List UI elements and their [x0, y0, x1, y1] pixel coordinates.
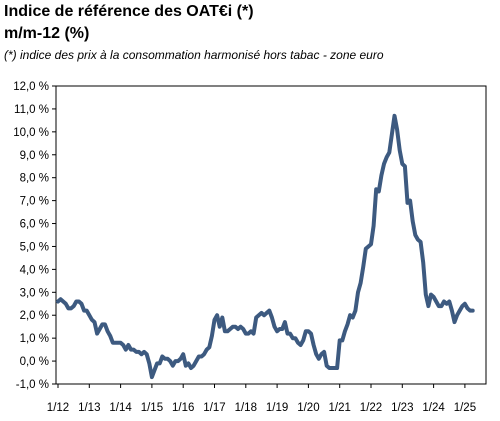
y-tick-label: 11,0 % [14, 104, 49, 116]
series-layer [56, 113, 475, 380]
y-tick-label: -1,0 % [16, 379, 49, 391]
x-tick-label: 1/16 [172, 402, 194, 414]
y-tick-label: 9,0 % [20, 150, 49, 162]
y-tick-label: 10,0 % [13, 127, 49, 139]
y-tick-label: 2,0 % [20, 310, 49, 322]
series-line [56, 113, 475, 380]
x-tick-label: 1/18 [235, 402, 257, 414]
x-tick-label: 1/17 [203, 402, 225, 414]
y-tick-label: 0,0 % [20, 356, 49, 368]
chart-title: Indice de référence des OAT€i (*) [4, 3, 254, 20]
plot-frame [55, 85, 487, 385]
x-tick-label: 1/22 [360, 402, 382, 414]
y-tick-label: 5,0 % [20, 241, 49, 253]
chart-subtitle: (*) indice des prix à la consommation ha… [4, 48, 384, 62]
x-axis: 1/12 1/13 1/14 1/15 1/16 1/17 1/18 1/19 1/20 1/21… [47, 384, 476, 414]
x-tick-label: 1/21 [329, 402, 351, 414]
x-tick-label: 1/13 [78, 402, 100, 414]
x-tick-label: 1/15 [141, 402, 163, 414]
x-tick-label: 1/25 [454, 402, 476, 414]
x-tick-label: 1/23 [391, 402, 413, 414]
y-tick-label: 6,0 % [20, 219, 49, 231]
y-tick-label: 8,0 % [20, 173, 49, 185]
x-tick-label: 1/20 [297, 402, 319, 414]
x-tick-label: 1/14 [109, 402, 132, 414]
y-axis: 12,0 % 11,0 % 10,0 % 9,0 % 8,0 % 7,0 % 6,0 % 5,… [13, 81, 56, 391]
y-tick-label: 4,0 % [20, 264, 49, 276]
x-tick-label: 1/24 [422, 402, 445, 414]
y-tick-label: 3,0 % [20, 287, 49, 299]
x-tick-label: 1/19 [266, 402, 288, 414]
y-tick-label: 7,0 % [20, 196, 49, 208]
y-tick-label: 12,0 % [13, 81, 49, 93]
x-tick-label: 1/12 [47, 402, 69, 414]
y-tick-label: 1,0 % [20, 333, 49, 345]
chart-title-unit: m/m-12 (%) [4, 25, 90, 42]
